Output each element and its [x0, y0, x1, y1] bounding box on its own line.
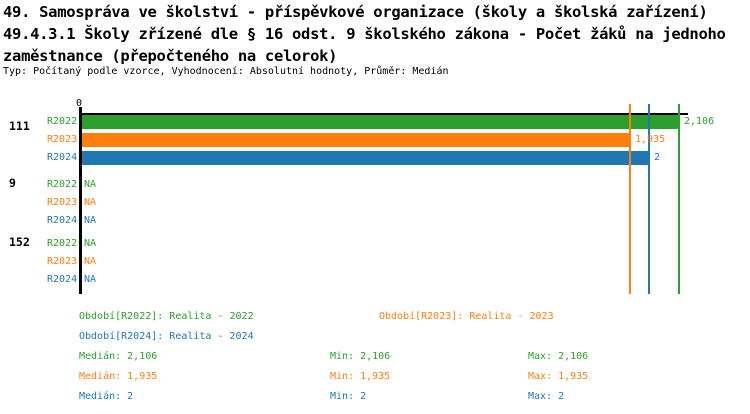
y-axis-line: [79, 107, 82, 294]
series-label-r2023: R2023: [47, 256, 78, 267]
legend-median-r2022: Medián: 2,106: [79, 351, 158, 362]
x-axis-zero-label: 0: [76, 98, 83, 109]
legend-max-r2023: Max: 1,935: [528, 371, 589, 382]
na-label: NA: [84, 179, 97, 190]
series-label-r2024: R2024: [47, 152, 78, 163]
x-axis-line: [79, 113, 688, 115]
series-label-r2023: R2023: [47, 134, 78, 145]
group-label: 111: [9, 119, 30, 133]
legend-max-r2022: Max: 2,106: [528, 351, 589, 362]
bar-r2022: [82, 115, 680, 129]
na-label: NA: [84, 215, 97, 226]
bar-r2024: [82, 151, 650, 165]
na-label: NA: [84, 274, 97, 285]
series-label-r2024: R2024: [47, 215, 78, 226]
legend-median-r2024: Medián: 2: [79, 391, 134, 402]
series-label-r2022: R2022: [47, 116, 78, 127]
na-label: NA: [84, 256, 97, 267]
legend-period-r2023: Období[R2023]: Realita - 2023: [379, 311, 554, 322]
group-label: 9: [9, 176, 16, 190]
group-label: 152: [9, 235, 30, 249]
median-line-r2022: [678, 104, 680, 294]
na-label: NA: [84, 238, 97, 249]
legend-period-r2022: Období[R2022]: Realita - 2022: [79, 311, 254, 322]
legend-max-r2024: Max: 2: [528, 391, 565, 402]
median-line-r2024: [648, 104, 650, 294]
legend-min-r2022: Min: 2,106: [330, 351, 391, 362]
series-label-r2024: R2024: [47, 274, 78, 285]
legend-min-r2024: Min: 2: [330, 391, 367, 402]
legend-min-r2023: Min: 1,935: [330, 371, 391, 382]
median-line-r2023: [629, 104, 631, 294]
bar-r2023: [82, 133, 631, 147]
na-label: NA: [84, 197, 97, 208]
bar-value-label: 1,935: [635, 134, 666, 145]
bar-value-label: 2: [654, 152, 661, 163]
page-title-line1: 49. Samospráva ve školství - příspěvkové…: [3, 3, 708, 21]
legend-median-r2023: Medián: 1,935: [79, 371, 158, 382]
series-label-r2022: R2022: [47, 238, 78, 249]
page-title-line2: 49.4.3.1 Školy zřízené dle § 16 odst. 9 …: [3, 25, 726, 43]
legend-period-r2024: Období[R2024]: Realita - 2024: [79, 331, 254, 342]
page-title-line3: zaměstnance (přepočteného na celorok): [3, 47, 338, 65]
bar-value-label: 2,106: [684, 116, 715, 127]
page-subtitle: Typ: Počítaný podle vzorce, Vyhodnocení:…: [3, 66, 449, 77]
series-label-r2022: R2022: [47, 179, 78, 190]
series-label-r2023: R2023: [47, 197, 78, 208]
